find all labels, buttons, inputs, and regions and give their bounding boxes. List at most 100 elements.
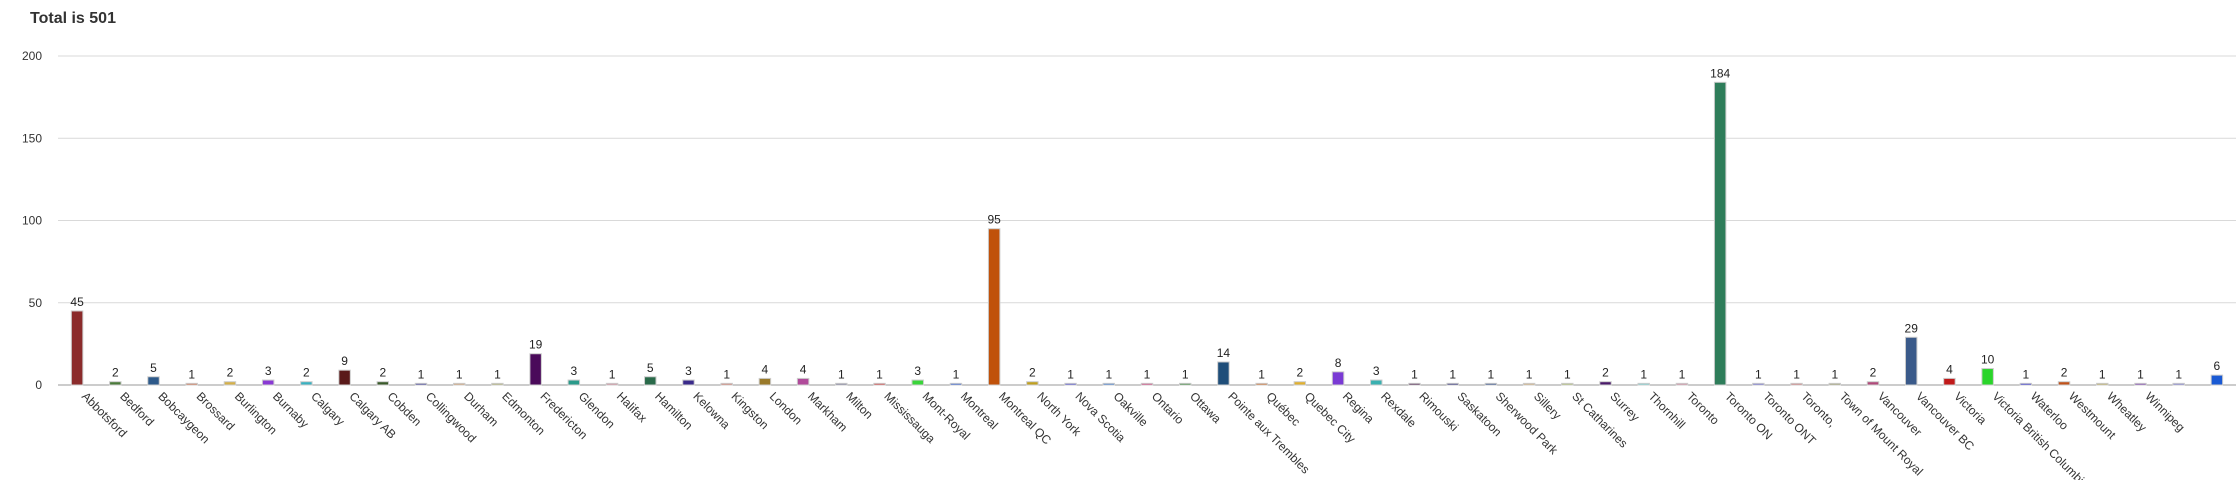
- bar-value-label: 2: [227, 366, 234, 380]
- bar-value-label: 1: [2137, 367, 2144, 381]
- bar-value-label: 1: [1793, 367, 1800, 381]
- bar: [70, 310, 84, 386]
- bar-value-label: 2: [379, 366, 386, 380]
- x-tick-label: London: [767, 389, 805, 427]
- bar: [1675, 382, 1689, 386]
- x-tick-label: Ottawa: [1187, 389, 1224, 426]
- x-tick-label: Milton: [843, 389, 876, 422]
- y-tick-label: 0: [35, 378, 42, 392]
- y-tick-label: 50: [29, 296, 43, 310]
- bar-value-label: 1: [1411, 367, 1418, 381]
- bar-value-label: 19: [529, 338, 543, 352]
- bar: [529, 353, 542, 386]
- bar: [1599, 381, 1612, 386]
- bar: [644, 376, 657, 386]
- bar: [1293, 381, 1307, 386]
- bar-value-label: 1: [2022, 367, 2029, 381]
- bar: [987, 228, 1001, 386]
- bars: [70, 81, 2224, 386]
- y-tick-label: 150: [22, 131, 42, 145]
- y-tick-label: 200: [22, 49, 42, 63]
- x-tick-label: Ontario: [1149, 389, 1187, 427]
- bar: [1026, 381, 1039, 386]
- x-tick-label: Calgary: [308, 389, 347, 428]
- bar-value-label: 184: [1710, 66, 1730, 80]
- x-tick-label: Halifax: [614, 389, 650, 425]
- bar: [1561, 382, 1574, 386]
- y-tick-label: 100: [22, 214, 42, 228]
- bar: [2134, 382, 2147, 386]
- bar-value-label: 2: [1029, 366, 1036, 380]
- bar-value-label: 8: [1335, 356, 1342, 370]
- bar: [2210, 374, 2224, 386]
- bar-value-label: 1: [609, 367, 616, 381]
- bar: [1217, 361, 1230, 386]
- bar-value-label: 9: [341, 354, 348, 368]
- bar: [567, 379, 581, 386]
- x-tick-label: Kelowna: [690, 389, 733, 432]
- bar: [911, 379, 924, 386]
- bar: [720, 382, 733, 386]
- bar-value-label: 5: [150, 361, 157, 375]
- bar: [1178, 382, 1192, 386]
- bar-value-label: 3: [1373, 364, 1380, 378]
- bar: [1904, 336, 1918, 386]
- bar-value-label: 1: [1831, 367, 1838, 381]
- y-axis-ticks: 0 50 100 150 200: [22, 49, 42, 392]
- bar-value-label: 14: [1217, 346, 1231, 360]
- bar-value-label: 4: [1946, 362, 1953, 376]
- bar-value-label: 1: [1105, 367, 1112, 381]
- x-tick-label: Winnipeg: [2142, 389, 2187, 434]
- chart-title: Total is 501: [30, 10, 116, 27]
- bar: [1752, 382, 1765, 386]
- bar-value-label: 1: [1488, 367, 1495, 381]
- bar: [1064, 382, 1077, 386]
- bar-value-label: 1: [1564, 367, 1571, 381]
- bar-value-label: 5: [647, 361, 654, 375]
- bar-value-label: 1: [1755, 367, 1762, 381]
- bar: [1370, 379, 1383, 386]
- bar: [2057, 381, 2071, 386]
- bar: [605, 382, 619, 386]
- bar: [949, 382, 963, 386]
- bar: [147, 376, 160, 386]
- bar-value-label: 1: [1449, 367, 1456, 381]
- bar-value-label: 95: [987, 213, 1001, 227]
- bar: [1522, 382, 1536, 386]
- bar: [1637, 382, 1650, 386]
- x-tick-label: Hamilton: [652, 389, 695, 432]
- bar: [873, 382, 886, 386]
- bar: [1255, 382, 1268, 386]
- bar-value-label: 3: [570, 364, 577, 378]
- bar-value-label: 2: [1602, 366, 1609, 380]
- x-axis-labels: AbbotsfordBedfordBobcaygeonBrossardBurli…: [79, 389, 2188, 480]
- bar-value-label: 1: [953, 367, 960, 381]
- bar-value-label: 1: [2099, 367, 2106, 381]
- bar-value-label: 1: [1679, 367, 1686, 381]
- bar-value-label: 1: [876, 367, 883, 381]
- bar: [491, 382, 504, 386]
- bar: [796, 377, 810, 386]
- bar-value-label: 1: [456, 367, 463, 381]
- bar: [1484, 382, 1498, 386]
- bar: [2172, 382, 2185, 386]
- x-tick-label: Kingston: [729, 389, 772, 432]
- bar: [223, 381, 237, 386]
- bar-value-label: 1: [1144, 367, 1151, 381]
- bar-value-label: 3: [685, 364, 692, 378]
- bar-value-label: 2: [303, 366, 310, 380]
- x-tick-label: Sillery: [1531, 389, 1564, 422]
- bar-value-label: 1: [494, 367, 501, 381]
- bar-value-label: 1: [418, 367, 425, 381]
- x-tick-label: Toronto: [1684, 389, 1722, 427]
- bar: [300, 381, 313, 386]
- bar-value-label: 10: [1981, 353, 1995, 367]
- bar-value-label: 2: [1296, 366, 1303, 380]
- bar: [1713, 81, 1727, 386]
- bar: [758, 377, 772, 386]
- bar-value-label: 2: [2061, 366, 2068, 380]
- bar: [261, 379, 275, 386]
- bar-value-label: 1: [1182, 367, 1189, 381]
